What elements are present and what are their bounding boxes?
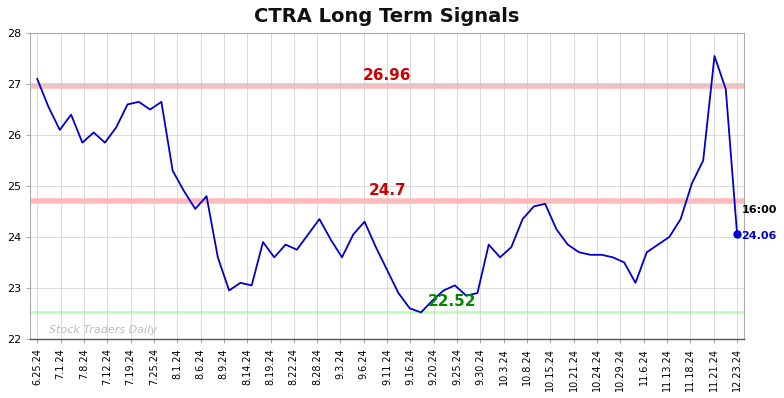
Title: CTRA Long Term Signals: CTRA Long Term Signals	[255, 7, 520, 26]
Text: 16:00: 16:00	[741, 205, 777, 215]
Text: 24.7: 24.7	[368, 183, 406, 198]
Text: 26.96: 26.96	[363, 68, 412, 83]
Text: Stock Traders Daily: Stock Traders Daily	[49, 325, 157, 335]
Text: 24.06: 24.06	[741, 231, 777, 241]
Text: 22.52: 22.52	[428, 295, 477, 309]
